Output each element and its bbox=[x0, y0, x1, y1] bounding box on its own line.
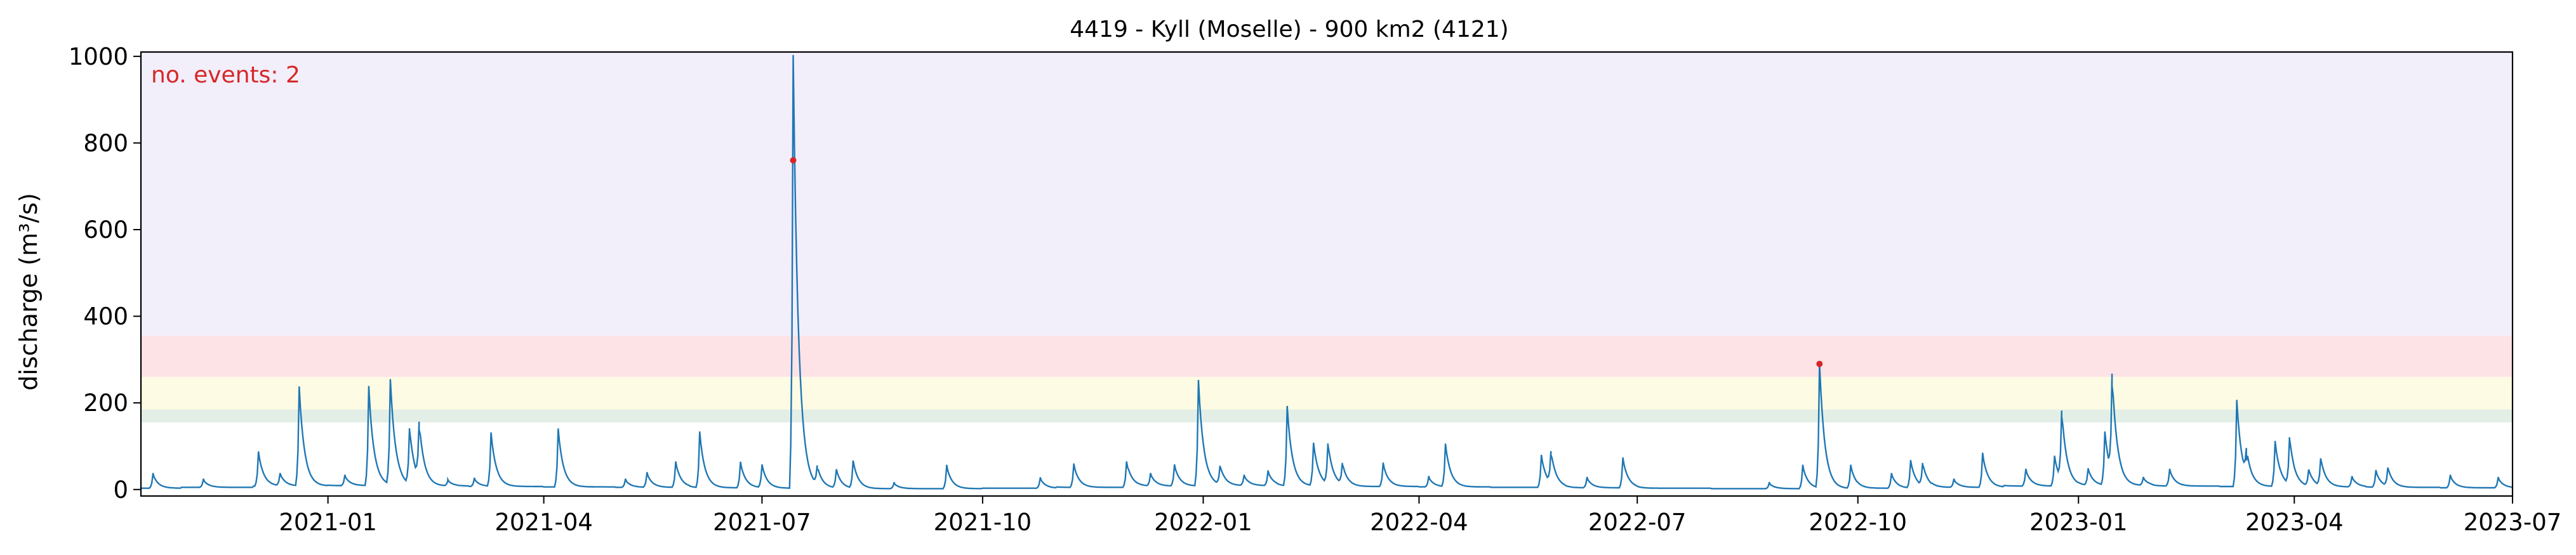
threshold-band-2 bbox=[141, 336, 2513, 377]
x-tick-label-6: 2022-07 bbox=[1588, 509, 1687, 536]
y-tick-label-4: 800 bbox=[83, 129, 128, 157]
series-layer bbox=[141, 55, 2513, 490]
x-tick-label-9: 2023-04 bbox=[2245, 509, 2344, 536]
event-markers bbox=[790, 157, 1823, 367]
y-tick-label-2: 400 bbox=[83, 303, 128, 330]
y-tick-label-1: 200 bbox=[83, 389, 128, 417]
x-tick-label-1: 2021-04 bbox=[495, 509, 593, 536]
x-tick-label-0: 2021-01 bbox=[279, 509, 377, 536]
x-tick-label-8: 2023-01 bbox=[2029, 509, 2128, 536]
y-tick-label-5: 1000 bbox=[69, 43, 128, 70]
y-axis-label: discharge (m³/s) bbox=[15, 193, 43, 391]
event-marker-1 bbox=[790, 157, 797, 164]
y-tick-label-0: 0 bbox=[113, 476, 128, 504]
y-axis: 0 200 400 600 800 1000 bbox=[69, 43, 141, 504]
x-tick-label-5: 2022-04 bbox=[1370, 509, 1468, 536]
threshold-band-1 bbox=[141, 377, 2513, 410]
event-marker-2 bbox=[1816, 360, 1823, 367]
x-axis: 2021-01 2021-04 2021-07 2021-10 2022-01 2022-… bbox=[279, 496, 2561, 536]
threshold-band-0 bbox=[141, 409, 2513, 422]
y-tick-label-3: 600 bbox=[83, 216, 128, 244]
plot-frame bbox=[140, 51, 2514, 497]
discharge-series-line bbox=[141, 55, 2513, 490]
x-tick-label-4: 2022-01 bbox=[1154, 509, 1252, 536]
x-tick-label-2: 2021-07 bbox=[713, 509, 811, 536]
x-tick-label-10: 2023-07 bbox=[2464, 509, 2562, 536]
event-count-label: no. events: 2 bbox=[151, 62, 300, 88]
threshold-bands bbox=[141, 52, 2513, 422]
chart-title: 4419 - Kyll (Moselle) - 900 km2 (4121) bbox=[1070, 16, 1508, 42]
x-tick-label-3: 2021-10 bbox=[934, 509, 1032, 536]
threshold-band-3 bbox=[141, 52, 2513, 336]
x-tick-label-7: 2022-10 bbox=[1809, 509, 1907, 536]
